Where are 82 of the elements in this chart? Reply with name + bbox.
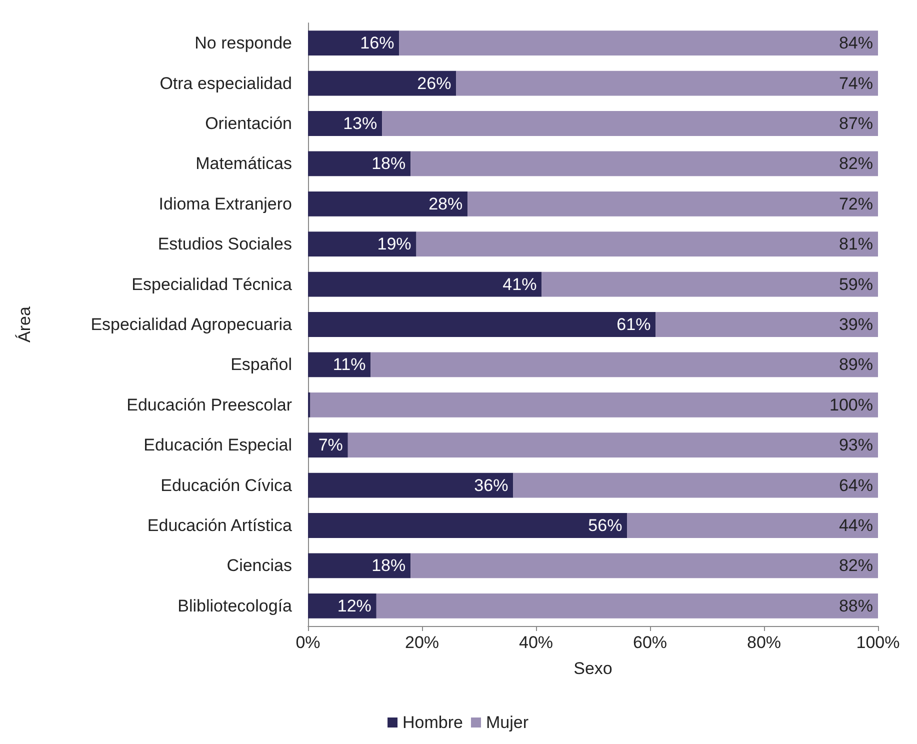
bar bbox=[656, 312, 878, 337]
data-label: 89% bbox=[838, 355, 873, 374]
y-tick-label: Idioma Extranjero bbox=[158, 194, 292, 214]
bar bbox=[308, 232, 416, 257]
data-label: 12% bbox=[337, 596, 372, 616]
bar bbox=[416, 232, 878, 257]
data-label: 13% bbox=[343, 114, 378, 133]
data-label: 36% bbox=[474, 476, 508, 495]
x-tick-label: 80% bbox=[746, 633, 782, 652]
bar bbox=[308, 312, 656, 337]
bar bbox=[308, 553, 411, 578]
bar bbox=[308, 593, 376, 618]
y-tick-label: Estudios Sociales bbox=[158, 234, 292, 254]
data-label: 84% bbox=[838, 34, 873, 53]
data-label: 59% bbox=[838, 274, 873, 294]
y-tick-label: Blibliotecología bbox=[178, 596, 293, 616]
data-label: 41% bbox=[502, 274, 537, 294]
y-tick-label: Educación Artística bbox=[147, 516, 293, 535]
data-label: 81% bbox=[838, 234, 873, 254]
x-tick-label: 40% bbox=[518, 633, 554, 652]
bar bbox=[399, 30, 878, 56]
legend-label: Hombre bbox=[402, 713, 463, 732]
x-axis-title: Sexo bbox=[574, 659, 612, 678]
bar bbox=[348, 432, 878, 458]
bar bbox=[308, 472, 514, 498]
x-tick-label: 100% bbox=[856, 633, 900, 652]
data-label: 18% bbox=[372, 556, 406, 576]
bar bbox=[456, 70, 878, 96]
data-label: 26% bbox=[417, 74, 452, 93]
y-tick-label: Ciencias bbox=[226, 556, 292, 576]
data-label: 87% bbox=[838, 114, 873, 133]
y-tick-label: Orientación bbox=[205, 114, 292, 133]
y-tick-label: Español bbox=[230, 355, 292, 374]
bar bbox=[513, 472, 878, 498]
bar bbox=[308, 272, 542, 297]
bar bbox=[310, 392, 878, 418]
y-tick-label: Especialidad Agropecuaria bbox=[90, 315, 293, 334]
bar bbox=[410, 553, 878, 578]
bar bbox=[308, 151, 411, 176]
data-label: 44% bbox=[838, 516, 873, 535]
bar bbox=[308, 191, 468, 216]
bar bbox=[468, 191, 878, 216]
y-axis-title: Área bbox=[15, 306, 34, 342]
bar bbox=[627, 513, 878, 538]
bar bbox=[376, 593, 878, 618]
x-tick-label: 0% bbox=[296, 633, 320, 652]
data-label: 16% bbox=[360, 34, 394, 53]
y-tick-label: Educación Cívica bbox=[160, 476, 293, 495]
data-label: 56% bbox=[588, 516, 622, 535]
bar bbox=[542, 272, 878, 297]
data-label: 74% bbox=[838, 74, 873, 93]
y-tick-label: Matemáticas bbox=[196, 154, 292, 174]
data-label: 18% bbox=[372, 154, 406, 174]
data-label: 88% bbox=[838, 596, 873, 616]
data-label: 19% bbox=[377, 234, 412, 254]
y-tick-label: No responde bbox=[194, 34, 292, 53]
data-label: 93% bbox=[838, 436, 873, 455]
data-label: 72% bbox=[838, 194, 873, 214]
bar bbox=[308, 513, 628, 538]
bar bbox=[308, 352, 371, 378]
y-tick-label: Educación Preescolar bbox=[126, 395, 292, 414]
data-label: 64% bbox=[838, 476, 873, 495]
data-label: 39% bbox=[838, 315, 873, 334]
bar bbox=[308, 111, 382, 136]
x-tick-label: 60% bbox=[632, 633, 668, 652]
data-label: 28% bbox=[428, 194, 463, 214]
data-label: 61% bbox=[616, 315, 651, 334]
y-tick-label: Especialidad Técnica bbox=[132, 274, 293, 294]
bar bbox=[410, 151, 878, 176]
y-tick-label: Otra especialidad bbox=[160, 74, 292, 93]
bar bbox=[370, 352, 878, 378]
bar bbox=[382, 111, 878, 136]
bar bbox=[308, 30, 400, 56]
data-label: 7% bbox=[318, 436, 343, 455]
data-label: 11% bbox=[332, 355, 366, 374]
data-label: 100% bbox=[830, 395, 873, 414]
y-tick-label: Educación Especial bbox=[144, 436, 292, 455]
legend-label: Mujer bbox=[486, 713, 529, 732]
data-label: 82% bbox=[838, 556, 873, 576]
bar bbox=[308, 70, 456, 96]
data-label: 82% bbox=[838, 154, 873, 174]
x-tick-label: 20% bbox=[404, 633, 440, 652]
